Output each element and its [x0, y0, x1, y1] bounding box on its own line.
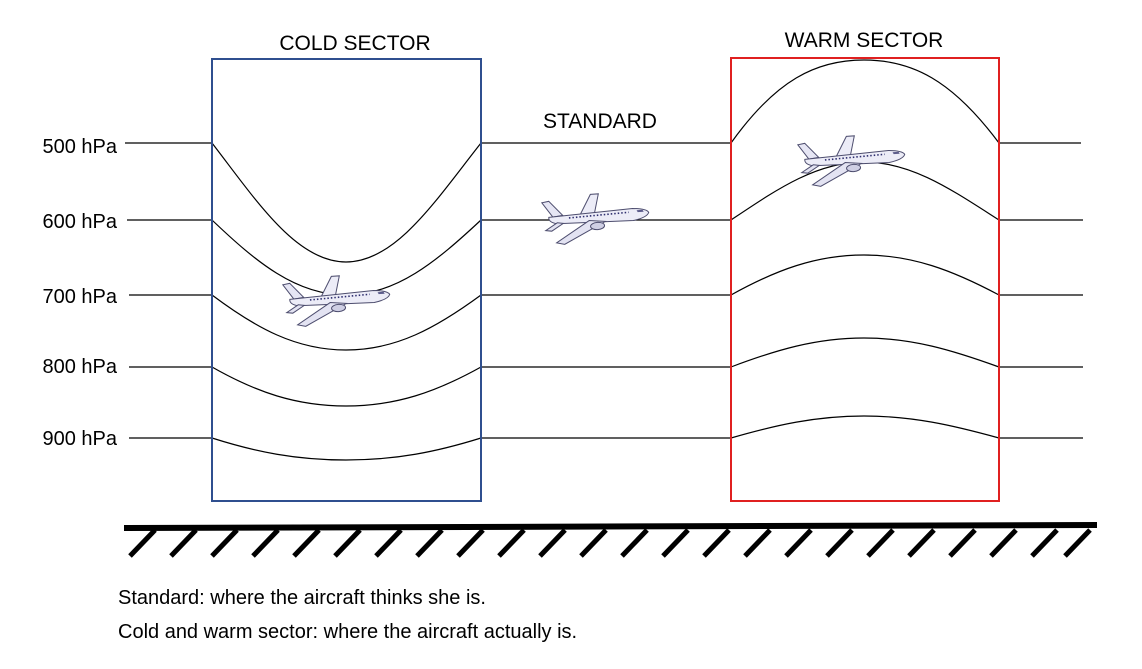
altimetry-diagram: COLD SECTOR STANDARD WARM SECTOR 500 hPa… [42, 29, 1098, 558]
isobar-700 [129, 254, 1083, 351]
warm-sector-box [730, 57, 1000, 502]
pressure-label-700: 700 hPa [42, 286, 117, 308]
warm-sector-label: WARM SECTOR [785, 29, 944, 52]
airplane-icon [540, 189, 652, 247]
ground-hatch-icon [123, 522, 1098, 558]
airplane-icon [281, 271, 393, 329]
cold-sector-label: COLD SECTOR [279, 32, 430, 55]
caption-sectors: Cold and warm sector: where the aircraft… [118, 621, 578, 643]
isobar-900 [129, 415, 1083, 461]
pressure-label-800: 800 hPa [42, 356, 117, 378]
caption-standard: Standard: where the aircraft thinks she … [118, 587, 486, 609]
isobar-800 [129, 337, 1083, 407]
airplane-icon [796, 131, 908, 189]
isobar-500 [125, 59, 1081, 263]
pressure-label-600: 600 hPa [42, 211, 117, 233]
cold-sector-box [211, 58, 482, 502]
pressure-label-900: 900 hPa [42, 428, 117, 450]
standard-label: STANDARD [543, 110, 657, 133]
isobar-600 [127, 161, 1083, 296]
pressure-label-500: 500 hPa [42, 136, 117, 158]
